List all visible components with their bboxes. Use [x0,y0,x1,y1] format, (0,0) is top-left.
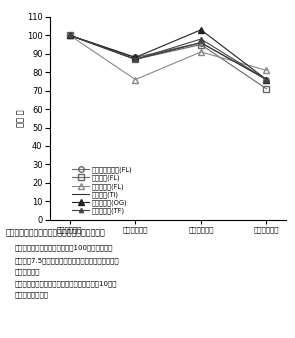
ホクリョウ(TF) [134,57,137,61]
フェリーナ(FL) [199,50,203,54]
Text: ２）１区7.5㎡、５反復のプロット試験による結果、: ２）１区7.5㎡、５反復のプロット試験による結果、 [15,258,119,264]
Line: フェリーナ(FL): フェリーナ(FL) [67,32,269,82]
フェリーナ(FL) [265,68,268,72]
フェリーナ(FL) [134,77,137,81]
Legend: エバーグリーン(FL), バウリタ(FL), フェリーナ(FL), ケンワウ(Ti), オカミドリ(OG), ホクリョウ(TF): エバーグリーン(FL), バウリタ(FL), フェリーナ(FL), ケンワウ(T… [72,166,132,214]
Text: 図１．乾物収量の経年的推移（年３回刈り）．: 図１．乾物収量の経年的推移（年３回刈り）． [6,228,106,237]
ホクリョウ(TF) [68,33,72,38]
ホクリョウ(TF) [265,77,268,81]
ケンワウ(Ti) [134,57,137,61]
フェリーナ(FL) [68,33,72,38]
Line: ケンワウ(Ti): ケンワウ(Ti) [70,35,266,79]
オカミドリ(OG) [199,28,203,32]
エバーグリーン(FL) [134,55,137,59]
ケンワウ(Ti) [199,41,203,45]
オカミドリ(OG) [134,55,137,59]
Line: エバーグリーン(FL): エバーグリーン(FL) [67,32,269,82]
Line: オカミドリ(OG): オカミドリ(OG) [67,27,269,82]
Text: 旬、図２も同じ．: 旬、図２も同じ． [15,291,49,298]
バウリタ(FL) [265,87,268,91]
Line: バウリタ(FL): バウリタ(FL) [67,32,269,92]
Y-axis label: 比率 ％: 比率 ％ [16,110,25,127]
Text: ３）刈取り期は、５月中旬、８月上旬および10月上: ３）刈取り期は、５月中旬、８月上旬および10月上 [15,281,117,287]
Text: １）播種後１年目の乾物収量を100とした比率．: １）播種後１年目の乾物収量を100とした比率． [15,245,113,251]
ケンワウ(Ti) [68,33,72,38]
ホクリョウ(TF) [199,37,203,41]
Text: 図２も同じ．: 図２も同じ． [15,268,40,274]
エバーグリーン(FL) [265,77,268,81]
バウリタ(FL) [199,43,203,47]
エバーグリーン(FL) [68,33,72,38]
Line: ホクリョウ(TF): ホクリョウ(TF) [68,33,268,82]
オカミドリ(OG) [68,33,72,38]
オカミドリ(OG) [265,77,268,81]
バウリタ(FL) [134,57,137,61]
エバーグリーン(FL) [199,41,203,45]
バウリタ(FL) [68,33,72,38]
ケンワウ(Ti) [265,77,268,81]
